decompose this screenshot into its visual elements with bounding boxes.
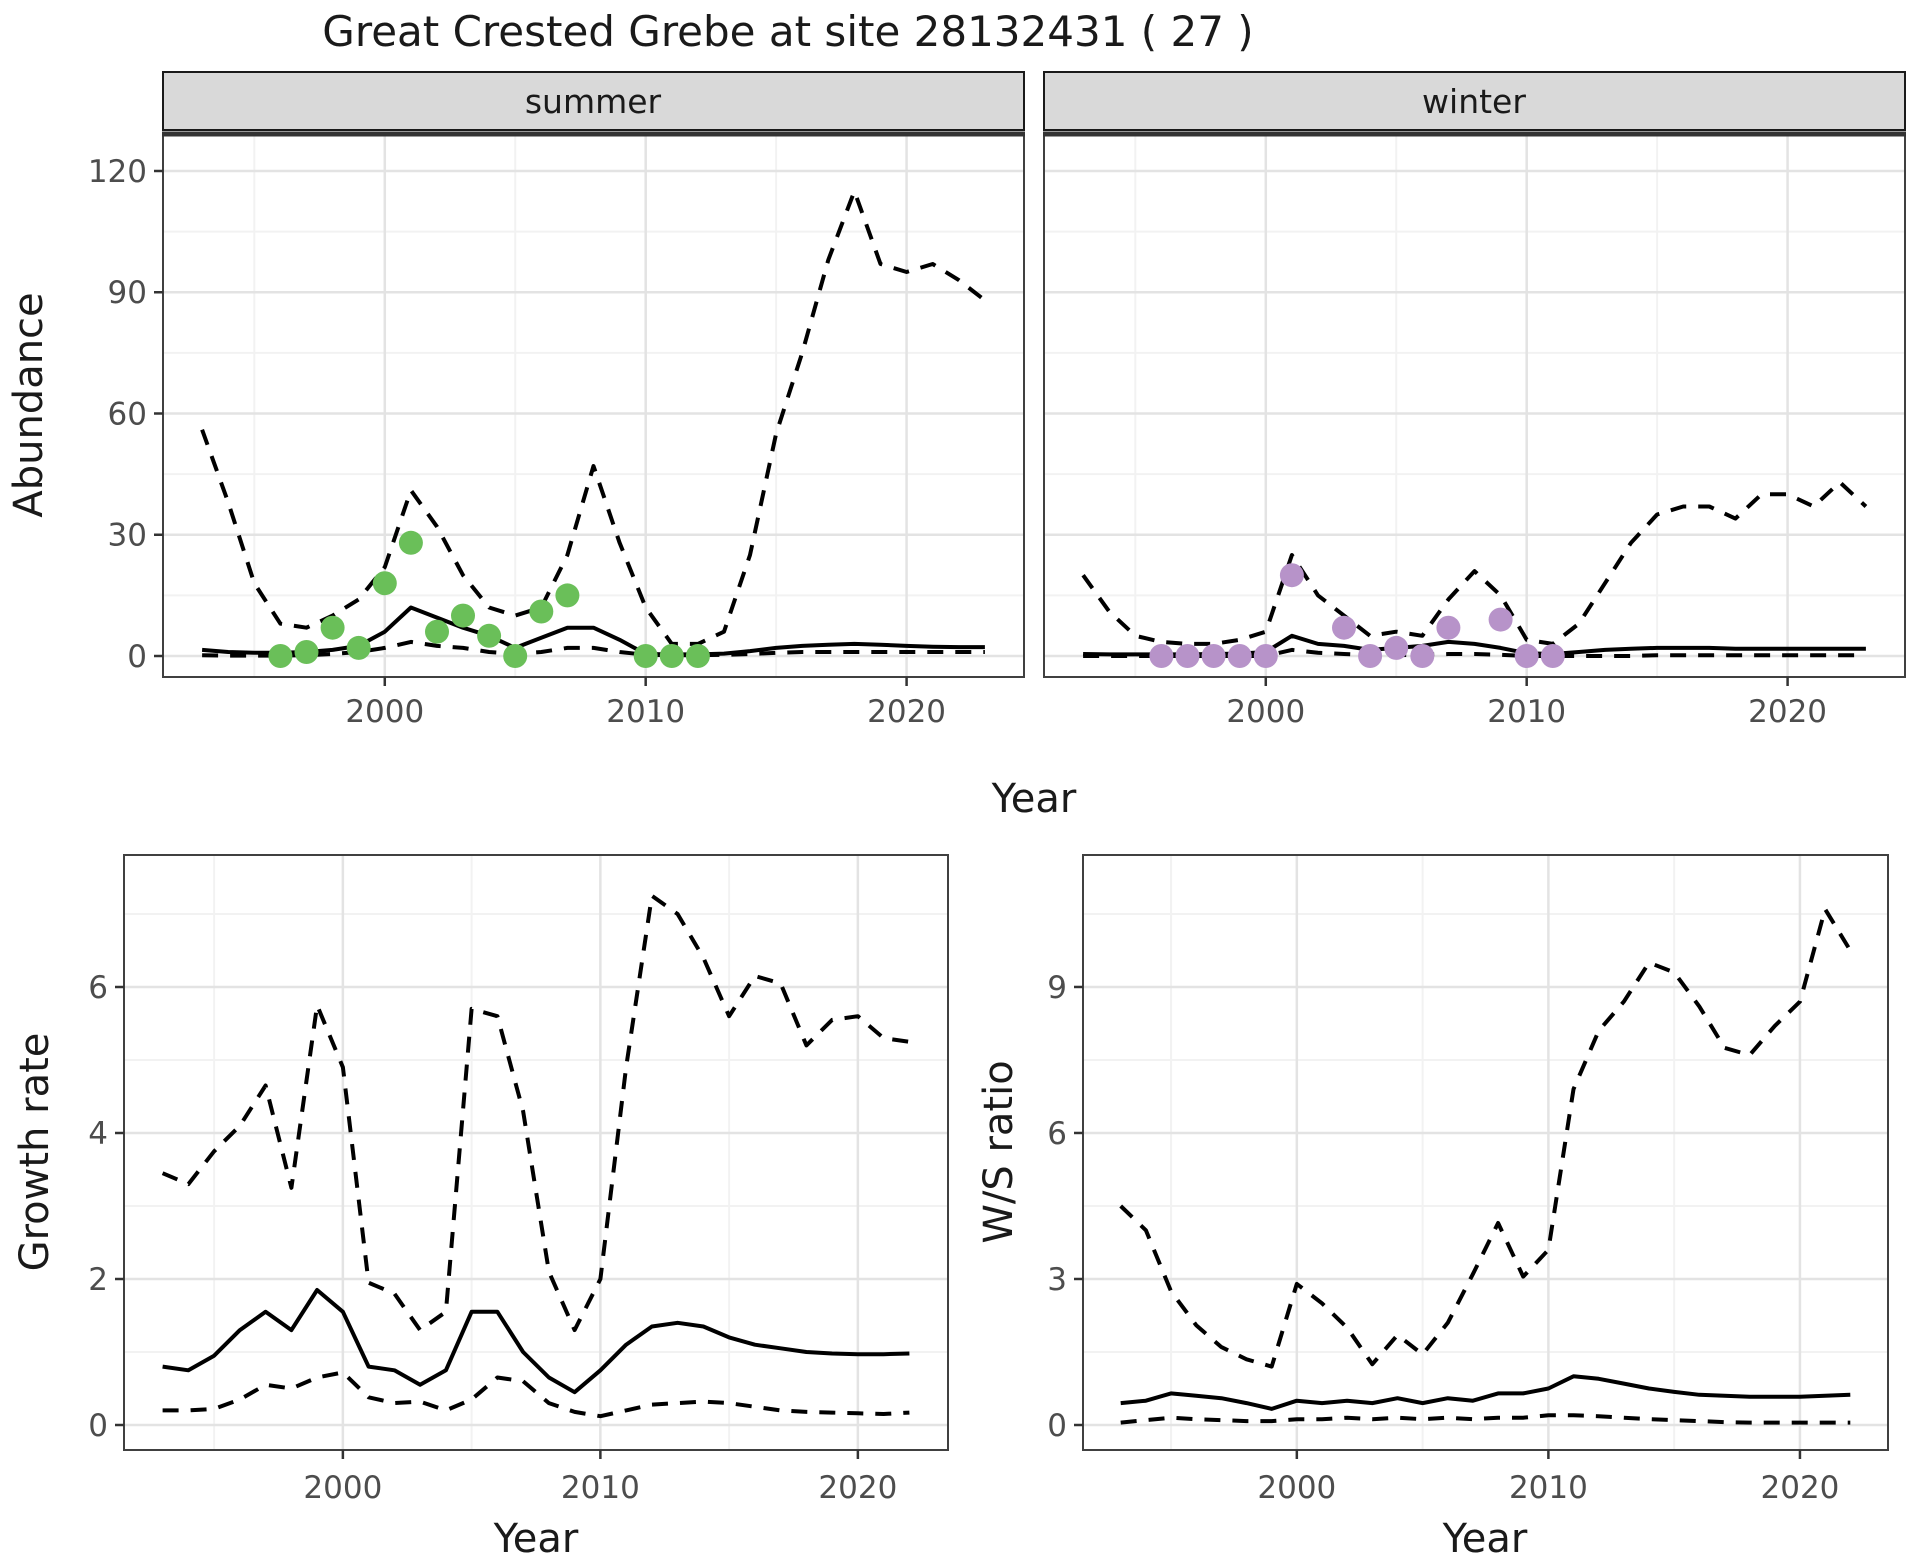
x-tick-label: 2020 bbox=[818, 1470, 897, 1506]
x-tick-label: 2000 bbox=[1257, 1470, 1336, 1506]
abundance_summer-observation-dot bbox=[320, 615, 345, 640]
facet-strip-summer: summer bbox=[162, 71, 1025, 131]
abundance_summer-observation-dot bbox=[425, 619, 449, 644]
y-tick-label: 6 bbox=[1047, 1116, 1067, 1152]
panel-abundance-summer: 2000 2010 2020 0 30 60 90 120 bbox=[88, 131, 1025, 730]
abundance_summer-observation-dot bbox=[398, 530, 423, 555]
ws_ratio-lower_95ci-line bbox=[1120, 1413, 1851, 1425]
abundance_summer-observation-dot bbox=[268, 644, 293, 668]
facet-strip-winter: winter bbox=[1043, 71, 1906, 131]
growth_rate-median-line bbox=[162, 1288, 910, 1395]
y-axis-title-ws-ratio: W/S ratio bbox=[976, 1060, 1022, 1243]
abundance_winter-observation-dot bbox=[1279, 563, 1304, 588]
abundance_summer-background bbox=[163, 133, 1024, 677]
abundance_summer-observation-dot bbox=[477, 623, 502, 648]
x-tick-label: 2010 bbox=[1509, 1470, 1588, 1506]
x-axis-title-year-ws: Year bbox=[1442, 1516, 1528, 1560]
y-tick-label: 9 bbox=[1047, 970, 1067, 1006]
y-tick-label: 60 bbox=[108, 396, 147, 432]
chart-title: Great Crested Grebe at site 28132431 ( 2… bbox=[322, 7, 1253, 56]
y-tick-label: 30 bbox=[108, 518, 147, 554]
abundance_winter-observation-dot bbox=[1175, 644, 1200, 668]
x-tick-label: 2000 bbox=[1226, 694, 1305, 730]
growth_rate-border bbox=[123, 854, 949, 1451]
x-tick-label: 2010 bbox=[561, 1470, 640, 1506]
x-tick-label: 2000 bbox=[303, 1470, 382, 1506]
x-tick-label: 2020 bbox=[1761, 1470, 1840, 1506]
y-tick-label: 3 bbox=[1047, 1262, 1067, 1298]
x-tick-label: 2010 bbox=[606, 694, 685, 730]
abundance_winter-background bbox=[1044, 133, 1905, 677]
abundance_winter-observation-dot bbox=[1149, 644, 1174, 668]
abundance_winter-observation-dot bbox=[1384, 635, 1409, 660]
abundance_winter-observation-dot bbox=[1253, 644, 1278, 668]
abundance_winter-observation-dot bbox=[1410, 644, 1435, 668]
growth_rate-background bbox=[124, 855, 948, 1450]
x-tick-label: 2000 bbox=[345, 694, 424, 730]
growth_rate-upper_95ci-line bbox=[161, 893, 910, 1333]
x-tick-label: 2010 bbox=[1487, 694, 1566, 730]
abundance_winter-observation-dot bbox=[1488, 607, 1513, 632]
abundance_winter-observation-dot bbox=[1436, 615, 1461, 640]
panel-abundance-winter: 2000 2010 2020 bbox=[1043, 131, 1906, 730]
abundance_winter-observation-dot bbox=[1514, 644, 1539, 668]
abundance_summer-lower_95ci-line bbox=[202, 639, 985, 658]
y-tick-label: 0 bbox=[88, 1408, 108, 1444]
x-tick-label: 2020 bbox=[1748, 694, 1827, 730]
panel-growth-rate: 2000 2010 2020 0 2 4 6 bbox=[88, 854, 949, 1506]
ws_ratio-background bbox=[1083, 855, 1888, 1450]
abundance_summer-observation-dot bbox=[685, 644, 710, 668]
x-axis-title-year-top: Year bbox=[991, 776, 1077, 822]
strip-summer-label: summer bbox=[525, 82, 662, 121]
y-tick-label: 4 bbox=[88, 1116, 108, 1152]
y-axis-title-abundance: Abundance bbox=[6, 292, 52, 517]
abundance_summer-median-line bbox=[201, 605, 985, 657]
abundance_summer-observation-dot bbox=[659, 644, 684, 668]
y-tick-label: 6 bbox=[88, 970, 108, 1006]
abundance_summer-observation-dot bbox=[372, 571, 397, 596]
abundance_summer-observation-dot bbox=[294, 640, 319, 664]
abundance_winter-observation-dot bbox=[1332, 615, 1356, 640]
abundance_winter-lower_95ci-line bbox=[1083, 647, 1866, 658]
abundance_summer-observation-dot bbox=[529, 599, 554, 624]
y-axis-title-growth-rate: Growth rate bbox=[12, 1033, 58, 1272]
x-axis-title-year-growth: Year bbox=[493, 1516, 579, 1560]
y-tick-label: 0 bbox=[1047, 1408, 1067, 1444]
abundance_summer-upper_95ci-line bbox=[200, 189, 987, 646]
y-tick-label: 0 bbox=[127, 639, 147, 675]
abundance_summer-observation-dot bbox=[503, 644, 528, 668]
panel-ws-ratio: 2000 2010 2020 0 3 6 9 bbox=[1047, 854, 1889, 1506]
abundance_winter-observation-dot bbox=[1358, 644, 1383, 668]
strip-summer-bg bbox=[162, 71, 1025, 131]
abundance_winter-observation-dot bbox=[1201, 644, 1226, 668]
abundance_winter-observation-dot bbox=[1227, 644, 1252, 668]
ws_ratio-median-line bbox=[1120, 1374, 1851, 1411]
y-tick-label: 90 bbox=[108, 275, 147, 311]
abundance_summer-observation-dot bbox=[633, 644, 658, 668]
abundance_summer-observation-dot bbox=[555, 583, 580, 608]
y-tick-label: 120 bbox=[88, 154, 147, 190]
ws_ratio-upper_95ci-line bbox=[1119, 907, 1853, 1369]
abundance_winter-observation-dot bbox=[1540, 644, 1565, 668]
strip-winter-bg bbox=[1043, 71, 1906, 131]
abundance_winter-upper_95ci-line bbox=[1081, 480, 1868, 646]
strip-winter-label: winter bbox=[1422, 82, 1526, 121]
ws_ratio-border bbox=[1082, 854, 1889, 1451]
abundance_summer-observation-dot bbox=[346, 635, 371, 660]
y-tick-label: 2 bbox=[88, 1262, 108, 1298]
x-tick-label: 2020 bbox=[867, 694, 946, 730]
abundance_summer-observation-dot bbox=[451, 603, 475, 628]
